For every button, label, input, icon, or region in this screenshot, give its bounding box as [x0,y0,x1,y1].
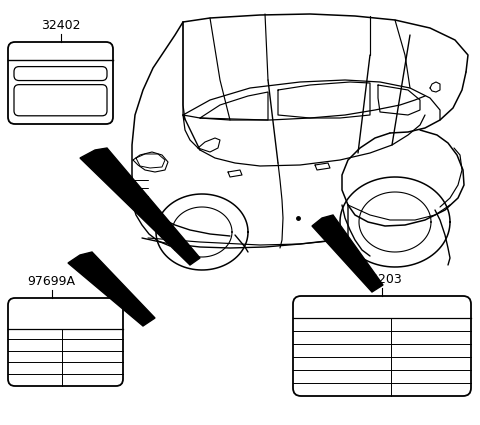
FancyBboxPatch shape [14,85,107,116]
Polygon shape [68,252,155,326]
Polygon shape [80,148,200,265]
Text: 05203: 05203 [362,273,402,286]
Text: 97699A: 97699A [28,275,76,288]
FancyBboxPatch shape [14,67,107,81]
Polygon shape [312,215,383,292]
Text: 32402: 32402 [41,19,80,32]
FancyBboxPatch shape [8,42,113,124]
FancyBboxPatch shape [8,298,123,386]
FancyBboxPatch shape [293,296,471,396]
